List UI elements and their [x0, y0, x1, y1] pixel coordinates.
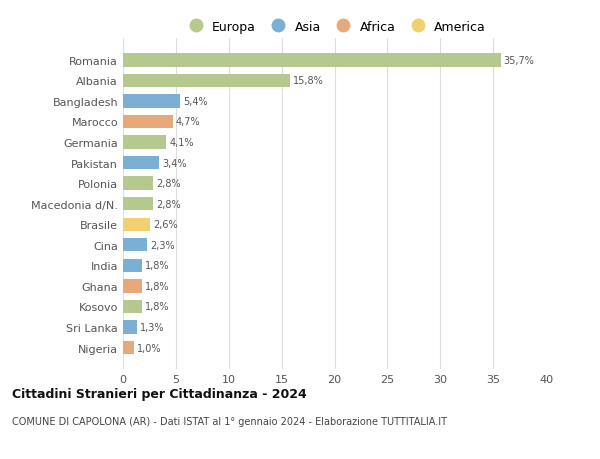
- Text: 3,4%: 3,4%: [162, 158, 187, 168]
- Legend: Europa, Asia, Africa, America: Europa, Asia, Africa, America: [178, 16, 491, 39]
- Bar: [123, 136, 166, 149]
- Text: 1,0%: 1,0%: [137, 343, 161, 353]
- Text: 2,8%: 2,8%: [156, 199, 181, 209]
- Bar: [123, 239, 148, 252]
- Bar: [123, 280, 142, 293]
- Bar: [123, 95, 180, 108]
- Text: 4,7%: 4,7%: [176, 117, 200, 127]
- Bar: [123, 218, 151, 231]
- Text: COMUNE DI CAPOLONA (AR) - Dati ISTAT al 1° gennaio 2024 - Elaborazione TUTTITALI: COMUNE DI CAPOLONA (AR) - Dati ISTAT al …: [12, 417, 447, 426]
- Text: 2,6%: 2,6%: [154, 220, 178, 230]
- Text: 35,7%: 35,7%: [504, 56, 535, 66]
- Bar: [123, 300, 142, 313]
- Text: 2,8%: 2,8%: [156, 179, 181, 189]
- Text: 2,3%: 2,3%: [151, 240, 175, 250]
- Text: 15,8%: 15,8%: [293, 76, 324, 86]
- Bar: [123, 74, 290, 88]
- Text: 1,3%: 1,3%: [140, 322, 164, 332]
- Text: 1,8%: 1,8%: [145, 261, 170, 271]
- Bar: [123, 157, 159, 170]
- Bar: [123, 116, 173, 129]
- Text: 1,8%: 1,8%: [145, 302, 170, 312]
- Bar: [123, 321, 137, 334]
- Text: Cittadini Stranieri per Cittadinanza - 2024: Cittadini Stranieri per Cittadinanza - 2…: [12, 387, 307, 400]
- Bar: [123, 259, 142, 273]
- Text: 1,8%: 1,8%: [145, 281, 170, 291]
- Bar: [123, 341, 134, 354]
- Text: 4,1%: 4,1%: [170, 138, 194, 148]
- Bar: [123, 54, 500, 67]
- Bar: [123, 177, 152, 190]
- Text: 5,4%: 5,4%: [183, 97, 208, 106]
- Bar: [123, 197, 152, 211]
